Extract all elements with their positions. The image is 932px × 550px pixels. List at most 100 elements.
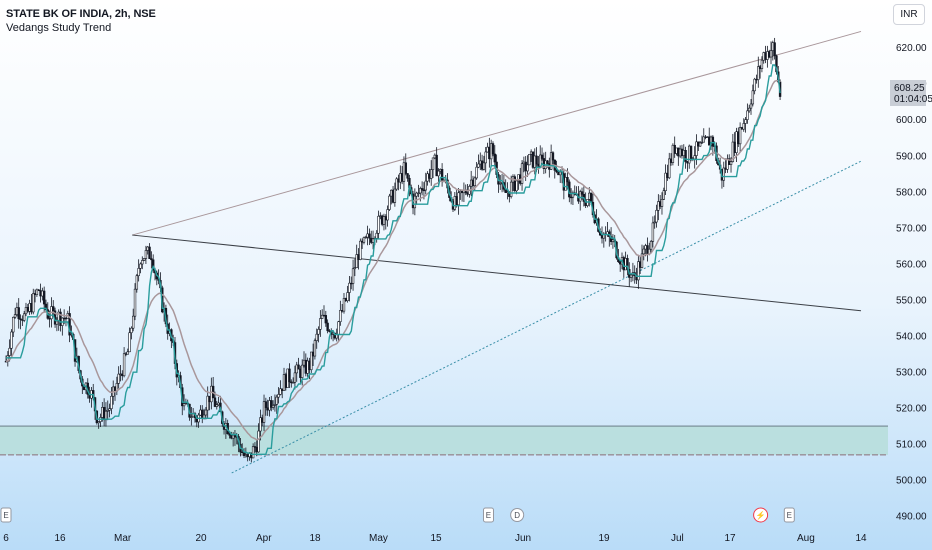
dividend-event-icon: D [510, 508, 525, 522]
candle-body [362, 237, 366, 243]
candle-body [382, 216, 386, 225]
bar-countdown-label: 01:04:05 [894, 94, 932, 105]
upper-channel-line[interactable] [132, 30, 862, 236]
candle-body [326, 322, 329, 332]
candle-body [128, 332, 131, 353]
candle-body [228, 433, 231, 436]
candle-body [540, 154, 544, 159]
candle-body [17, 307, 20, 320]
candle-body [626, 258, 629, 270]
candle-body [35, 289, 39, 295]
candle-body [482, 162, 486, 170]
candle-body [484, 151, 487, 164]
candle-body [751, 90, 755, 105]
candle-body [190, 416, 193, 418]
candle-body [435, 154, 438, 177]
candle-body [417, 192, 420, 195]
candle-body [722, 167, 725, 181]
candle-body [251, 446, 255, 459]
candle-body [104, 410, 108, 421]
y-tick-label: 560.00 [896, 259, 927, 270]
candle-body [131, 315, 135, 329]
candle-body [293, 372, 297, 383]
trend-support-line [6, 64, 781, 455]
time-axis[interactable]: 6 16 Mar 20 Apr 18 May 15 Jun 19 Jul 17 Aug 14 [3, 533, 867, 544]
y-tick-label: 530.00 [896, 368, 927, 379]
last-price-label: 608.25 [894, 83, 925, 94]
candle-body [653, 221, 656, 224]
study-trend-lines [5, 64, 781, 455]
earnings-event-icon: E [0, 507, 12, 523]
x-tick-label: 17 [724, 533, 736, 544]
candle-body [270, 400, 273, 408]
candle-body [393, 188, 397, 203]
candle-body [535, 155, 538, 165]
candle-body [564, 177, 567, 191]
candle-body [689, 145, 693, 160]
candle-body [386, 209, 389, 221]
candle-body [515, 180, 518, 192]
candle-body [744, 119, 747, 124]
candle-body [257, 430, 260, 453]
candle-body [580, 191, 584, 195]
event-letter: E [486, 511, 491, 520]
candle-body [509, 181, 513, 197]
candle-body [275, 396, 278, 405]
candle-body [566, 177, 569, 183]
candle-body [364, 236, 367, 239]
event-letter: D [514, 511, 520, 520]
candle-body [348, 282, 351, 293]
x-tick-label: 15 [430, 533, 442, 544]
lower-channel-line[interactable] [231, 160, 862, 474]
y-tick-label: 540.00 [896, 331, 927, 342]
x-tick-label: Aug [797, 533, 815, 544]
candle-body [668, 158, 671, 179]
candle-body [264, 401, 268, 409]
candle-body [769, 50, 773, 58]
dividend-icon-circle [510, 508, 525, 522]
candle-body [297, 364, 300, 370]
candle-body [655, 209, 658, 223]
candle-body [491, 143, 495, 155]
candle-body [19, 318, 22, 320]
trend-channel-lines[interactable] [132, 30, 862, 474]
candle-body [579, 191, 582, 202]
x-tick-label: 19 [598, 533, 610, 544]
currency-button[interactable]: INR [893, 4, 925, 25]
candle-body [729, 161, 733, 165]
price-axis[interactable]: 490.00 500.00 510.00 520.00 530.00 540.00 550.… [896, 43, 927, 523]
candle-body [546, 160, 549, 164]
candle-body [711, 136, 715, 147]
x-tick-label: 18 [309, 533, 321, 544]
mid-line-line[interactable] [132, 234, 862, 312]
candle-body [8, 347, 11, 356]
candle-body [139, 263, 142, 269]
zone-fill [0, 426, 888, 455]
candle-body [52, 306, 55, 312]
candle-body [204, 409, 208, 416]
candle-body [313, 340, 317, 357]
candle-body [662, 190, 665, 200]
candle-body [291, 382, 295, 384]
candle-body [437, 170, 440, 177]
candle-body [664, 172, 667, 192]
candle-body [742, 123, 745, 130]
trend-slow-line [5, 79, 781, 441]
candle-body [651, 222, 655, 242]
candle-body [106, 409, 109, 412]
candle-body [749, 103, 753, 109]
candle-body [660, 198, 664, 207]
candle-body [431, 157, 435, 170]
candle-body [629, 274, 633, 278]
symbol-title[interactable]: STATE BK OF INDIA, 2h, NSE [6, 8, 156, 20]
candle-body [528, 154, 531, 166]
candle-body [746, 110, 749, 120]
y-tick-label: 570.00 [896, 223, 927, 234]
candle-body [310, 351, 313, 371]
candle-body [475, 166, 478, 179]
candle-body [571, 192, 575, 198]
indicator-name[interactable]: Vedangs Study Trend [6, 22, 112, 34]
event-markers: E E D ⚡ E [0, 507, 795, 523]
x-tick-label: Mar [114, 533, 132, 544]
